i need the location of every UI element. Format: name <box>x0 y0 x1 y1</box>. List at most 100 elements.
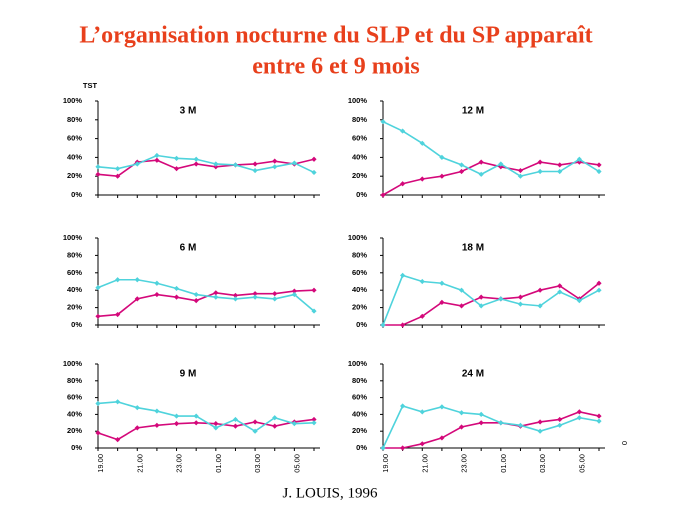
y-tick-label: 80% <box>352 376 367 385</box>
chart-title: 3 M <box>180 106 197 117</box>
point <box>400 128 406 134</box>
point <box>232 416 239 423</box>
point <box>596 280 602 286</box>
point <box>498 161 504 167</box>
point <box>419 278 425 285</box>
point <box>400 181 406 187</box>
series-line <box>382 161 600 196</box>
point <box>439 173 445 179</box>
point <box>380 445 386 451</box>
point <box>95 164 101 170</box>
point <box>517 173 524 179</box>
x-tick-label: 23.00 <box>460 454 469 473</box>
point <box>213 164 219 170</box>
point <box>596 162 602 168</box>
unit-label: TST <box>83 81 98 90</box>
point <box>576 298 582 304</box>
point <box>232 423 239 429</box>
point <box>419 409 425 415</box>
point <box>252 419 258 425</box>
y-tick-label: 60% <box>67 393 82 402</box>
point <box>115 173 121 179</box>
point <box>311 416 317 423</box>
x-tick-label: 03.00 <box>538 454 547 473</box>
point <box>193 156 199 162</box>
point <box>557 168 563 175</box>
point <box>213 161 219 167</box>
point <box>311 156 317 162</box>
point <box>272 415 278 421</box>
point <box>419 140 425 146</box>
series-line <box>97 418 315 441</box>
series-line <box>97 400 315 433</box>
y-tick-label: 40% <box>352 409 367 418</box>
point <box>95 400 101 407</box>
point <box>213 421 219 427</box>
point <box>134 277 140 283</box>
point <box>134 405 140 411</box>
series-line <box>382 405 600 449</box>
chart-title: 6 M <box>180 243 197 254</box>
point <box>115 311 121 318</box>
point <box>115 399 121 405</box>
point <box>576 409 582 415</box>
point <box>458 410 465 416</box>
y-tick-label: 40% <box>352 152 367 161</box>
series-line <box>383 282 600 326</box>
y-tick-label: 20% <box>67 303 82 312</box>
point <box>252 294 258 300</box>
y-tick-label: 0% <box>71 320 82 329</box>
chart-title: 24 M <box>462 369 484 380</box>
point <box>173 413 180 419</box>
series-line <box>383 411 600 449</box>
point <box>311 420 317 426</box>
y-tick-label: 60% <box>67 268 82 277</box>
point <box>154 152 160 159</box>
x-tick-label: 19.00 <box>381 454 390 473</box>
point <box>134 296 140 302</box>
point <box>193 291 199 298</box>
point <box>252 161 258 167</box>
point <box>557 422 563 428</box>
y-tick-label: 80% <box>67 250 82 259</box>
y-tick-label: 0% <box>356 443 367 452</box>
y-tick-label: 20% <box>352 171 367 180</box>
point <box>400 272 406 279</box>
footer: J. LOUIS, 1996 <box>282 485 378 501</box>
point <box>557 162 563 168</box>
y-tick-label: 40% <box>67 285 82 294</box>
point <box>272 164 278 170</box>
point <box>478 294 484 300</box>
x-tick-label: 01.00 <box>499 454 508 473</box>
point <box>596 413 602 419</box>
y-tick-label: 60% <box>67 134 82 143</box>
series-line <box>97 289 315 318</box>
point <box>252 428 258 434</box>
point <box>232 296 239 302</box>
point <box>173 166 180 172</box>
point <box>193 298 199 304</box>
y-tick-label: 60% <box>352 268 367 277</box>
point <box>478 171 484 177</box>
point <box>213 425 219 431</box>
series-line <box>97 278 315 312</box>
slide-title: L’organisation nocturne du SLP et du SP … <box>79 23 592 49</box>
y-tick-label: 0% <box>71 443 82 452</box>
point <box>213 290 219 296</box>
point <box>134 425 140 431</box>
point <box>252 167 258 174</box>
x-tick-label: 05.00 <box>292 454 301 473</box>
chart-title: 12 M <box>462 106 484 117</box>
point <box>537 428 543 434</box>
point <box>458 424 465 430</box>
point <box>478 159 484 165</box>
point <box>537 303 543 309</box>
point <box>400 445 406 451</box>
annotation: 0 <box>620 441 629 445</box>
y-tick-label: 40% <box>67 152 82 161</box>
point <box>596 168 602 175</box>
point <box>291 288 297 294</box>
y-tick-label: 60% <box>352 134 367 143</box>
point <box>439 299 445 305</box>
point <box>537 168 543 175</box>
